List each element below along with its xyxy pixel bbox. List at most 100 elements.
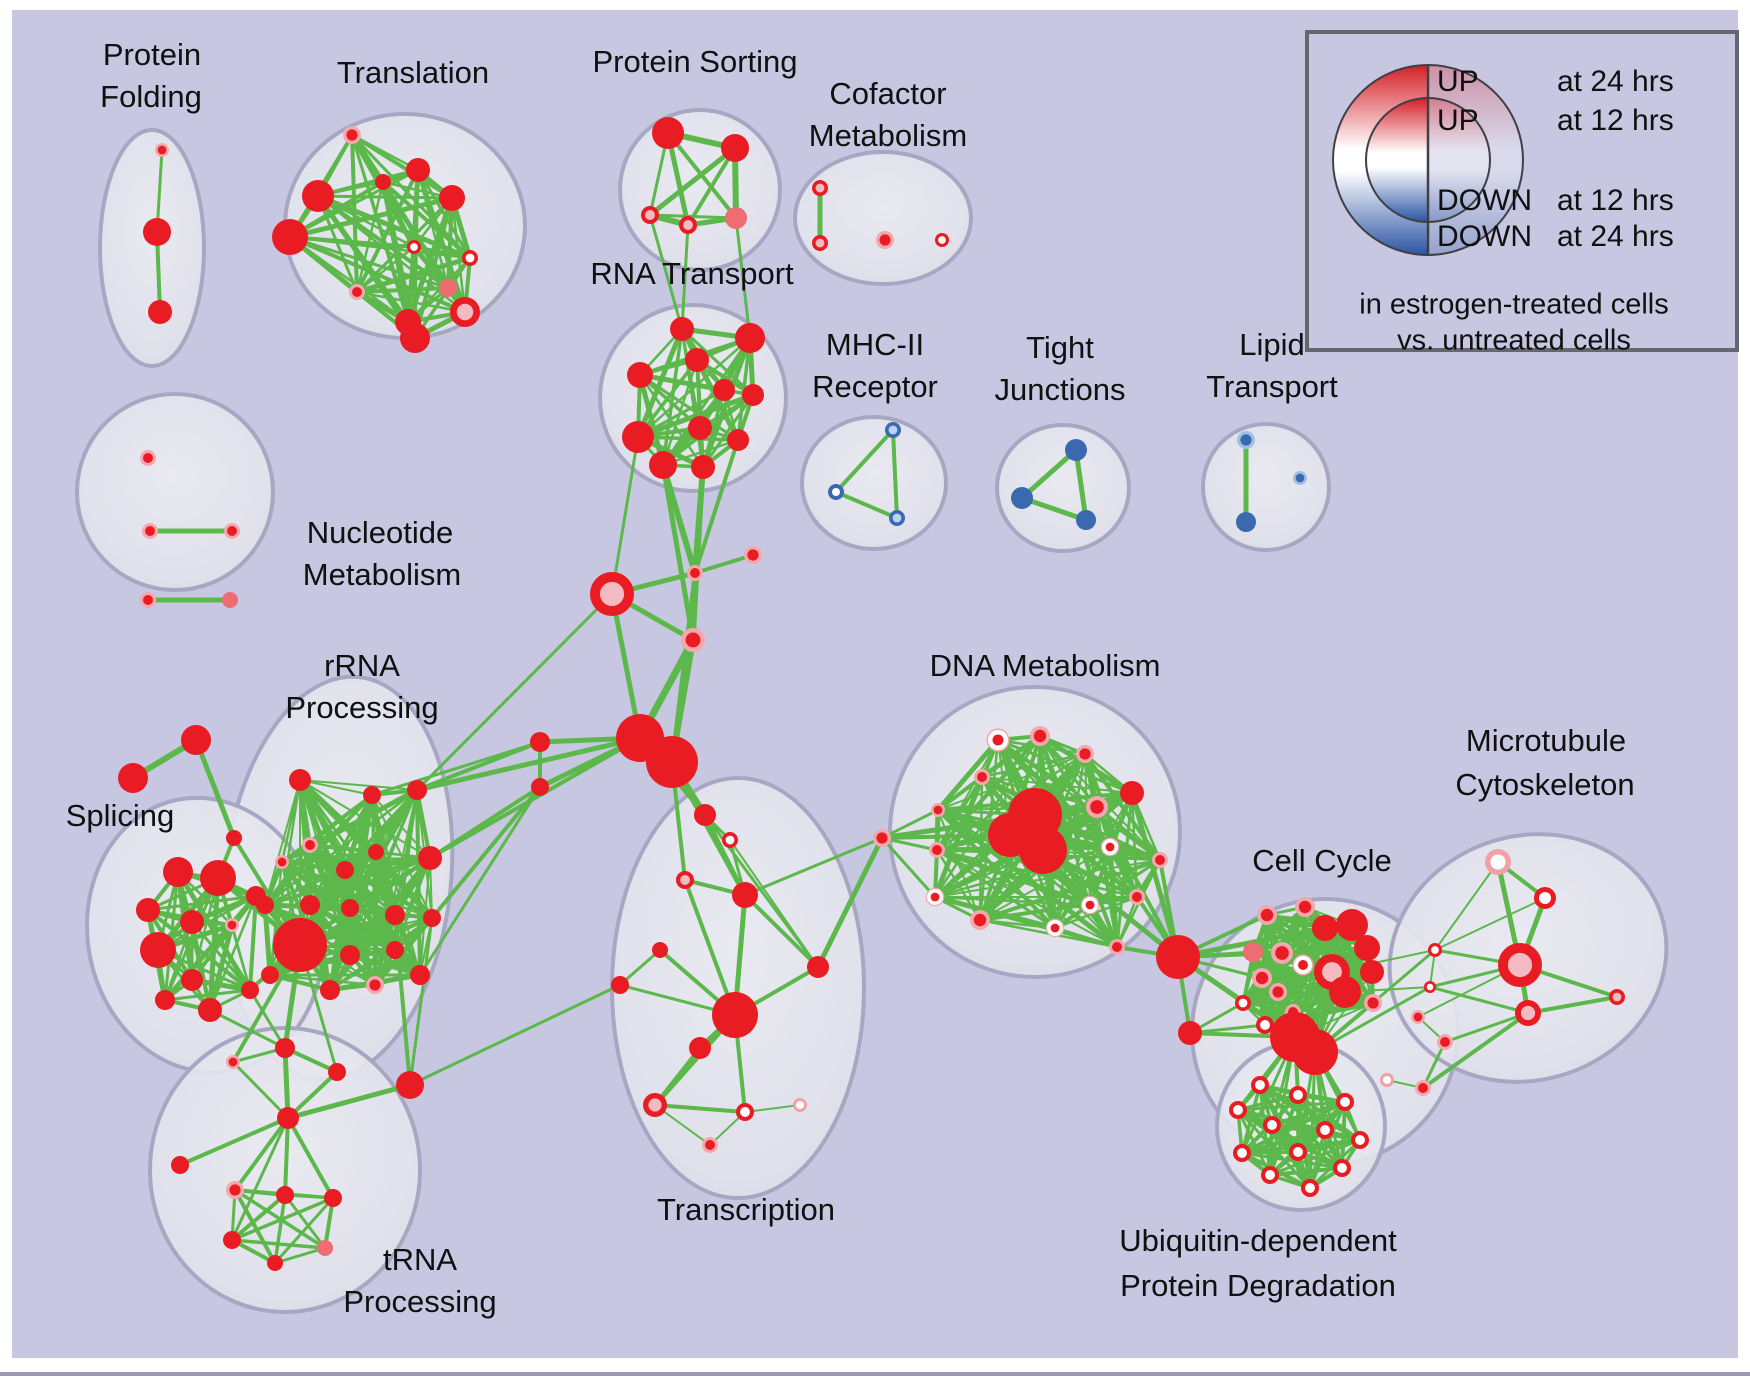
gene-node <box>1289 1143 1307 1161</box>
interaction-edge <box>1421 1040 1447 1090</box>
interaction-edge <box>660 462 696 643</box>
gene-node <box>181 969 203 991</box>
interaction-edge <box>428 736 642 860</box>
interaction-edge <box>280 856 432 864</box>
gene-node <box>155 990 175 1010</box>
gene-node <box>1076 510 1096 530</box>
gene-node <box>226 1181 244 1199</box>
gene-node <box>812 180 828 196</box>
gene-node <box>224 523 240 539</box>
interaction-edge <box>1130 791 1139 899</box>
gene-node <box>1498 943 1542 987</box>
gene-node <box>735 323 765 353</box>
gene-node <box>267 1255 283 1271</box>
figure-bottom-edge <box>0 1372 1750 1376</box>
gene-node <box>727 429 749 451</box>
gene-node <box>812 235 828 251</box>
interaction-edge <box>373 849 435 921</box>
gene-node <box>439 185 465 211</box>
gene-node <box>1609 989 1625 1005</box>
gene-node <box>163 857 193 887</box>
interaction-edge <box>743 893 820 969</box>
gene-node <box>1045 918 1065 938</box>
gene-node <box>929 842 945 858</box>
interaction-edge <box>701 393 755 469</box>
gene-node <box>702 1137 718 1153</box>
interaction-edge <box>355 290 467 314</box>
gene-node <box>396 1071 424 1099</box>
gene-node <box>340 945 360 965</box>
gene-node <box>713 379 735 401</box>
gene-node <box>148 300 172 324</box>
gene-node <box>590 572 634 616</box>
interaction-edge <box>936 849 1118 948</box>
interaction-edge <box>430 785 542 920</box>
gene-node <box>226 830 242 846</box>
interaction-edge <box>230 1196 335 1242</box>
interaction-edge <box>208 894 258 1012</box>
legend-gradient-half <box>1428 98 1490 222</box>
gene-node <box>143 218 171 246</box>
interaction-edge <box>285 1082 413 1121</box>
interaction-edge <box>834 428 895 494</box>
gene-node <box>317 1240 333 1256</box>
cluster-label-dna-metabolism: DNA Metabolism <box>930 648 1161 683</box>
cluster-bubble-protein-folding <box>98 128 206 368</box>
interaction-edge <box>880 836 939 852</box>
gene-node <box>649 451 677 479</box>
interaction-edge <box>680 327 755 397</box>
gene-node <box>652 117 684 149</box>
gene-node <box>1360 960 1384 984</box>
gene-node <box>1235 995 1251 1011</box>
gene-node <box>1515 1000 1541 1026</box>
gene-node <box>324 1189 342 1207</box>
gene-node <box>1316 1121 1334 1139</box>
cluster-label-protein-folding: Protein <box>103 37 201 72</box>
interaction-edge <box>1280 946 1369 955</box>
gene-node <box>641 206 659 224</box>
gene-node <box>1120 781 1144 805</box>
gene-node <box>974 769 990 785</box>
gene-node <box>171 1156 189 1174</box>
interaction-edge <box>316 194 416 249</box>
gene-node <box>742 384 764 406</box>
gene-node <box>136 898 160 922</box>
gene-node <box>385 905 405 925</box>
interaction-edge <box>648 213 684 331</box>
gene-node <box>1364 994 1382 1012</box>
cluster-label-microtubule-cytoskeleton: Microtubule <box>1466 723 1626 758</box>
interaction-edge <box>280 860 347 872</box>
gene-node <box>1269 983 1287 1001</box>
interaction-edge <box>1428 985 1530 1015</box>
interaction-edge <box>670 571 697 764</box>
interaction-edge <box>328 916 434 992</box>
cluster-label-lipid-transport: Transport <box>1206 369 1338 404</box>
interaction-edge <box>635 392 756 440</box>
gene-node <box>1257 905 1277 925</box>
gene-node <box>407 780 427 800</box>
cluster-labels: Protein Folding Translation Protein Sorting… <box>66 37 1635 1319</box>
interaction-edge <box>146 894 258 912</box>
gene-node <box>226 1055 240 1069</box>
gene-node <box>407 240 421 254</box>
gene-node <box>722 832 738 848</box>
gene-node <box>679 216 697 234</box>
gene-node <box>450 297 480 327</box>
gene-node <box>931 803 945 817</box>
cluster-label-rrna-processing: Processing <box>285 690 438 725</box>
legend-note: in estrogen-treated cells <box>1359 289 1669 321</box>
interaction-edge <box>408 983 622 1087</box>
cluster-label-lipid-transport: Lipid <box>1239 327 1305 362</box>
gene-node <box>1152 852 1168 868</box>
gene-node <box>140 450 156 466</box>
interaction-edge <box>283 1193 327 1250</box>
gene-node <box>261 966 279 984</box>
interaction-edge <box>686 146 737 227</box>
interaction-edge <box>636 336 752 439</box>
interaction-edge <box>418 785 542 977</box>
gene-node <box>1251 1076 1269 1094</box>
interaction-edge <box>936 775 984 812</box>
legend-time-label: at 12 hrs <box>1557 104 1674 137</box>
gene-node <box>423 909 441 927</box>
interaction-edge <box>316 194 359 294</box>
